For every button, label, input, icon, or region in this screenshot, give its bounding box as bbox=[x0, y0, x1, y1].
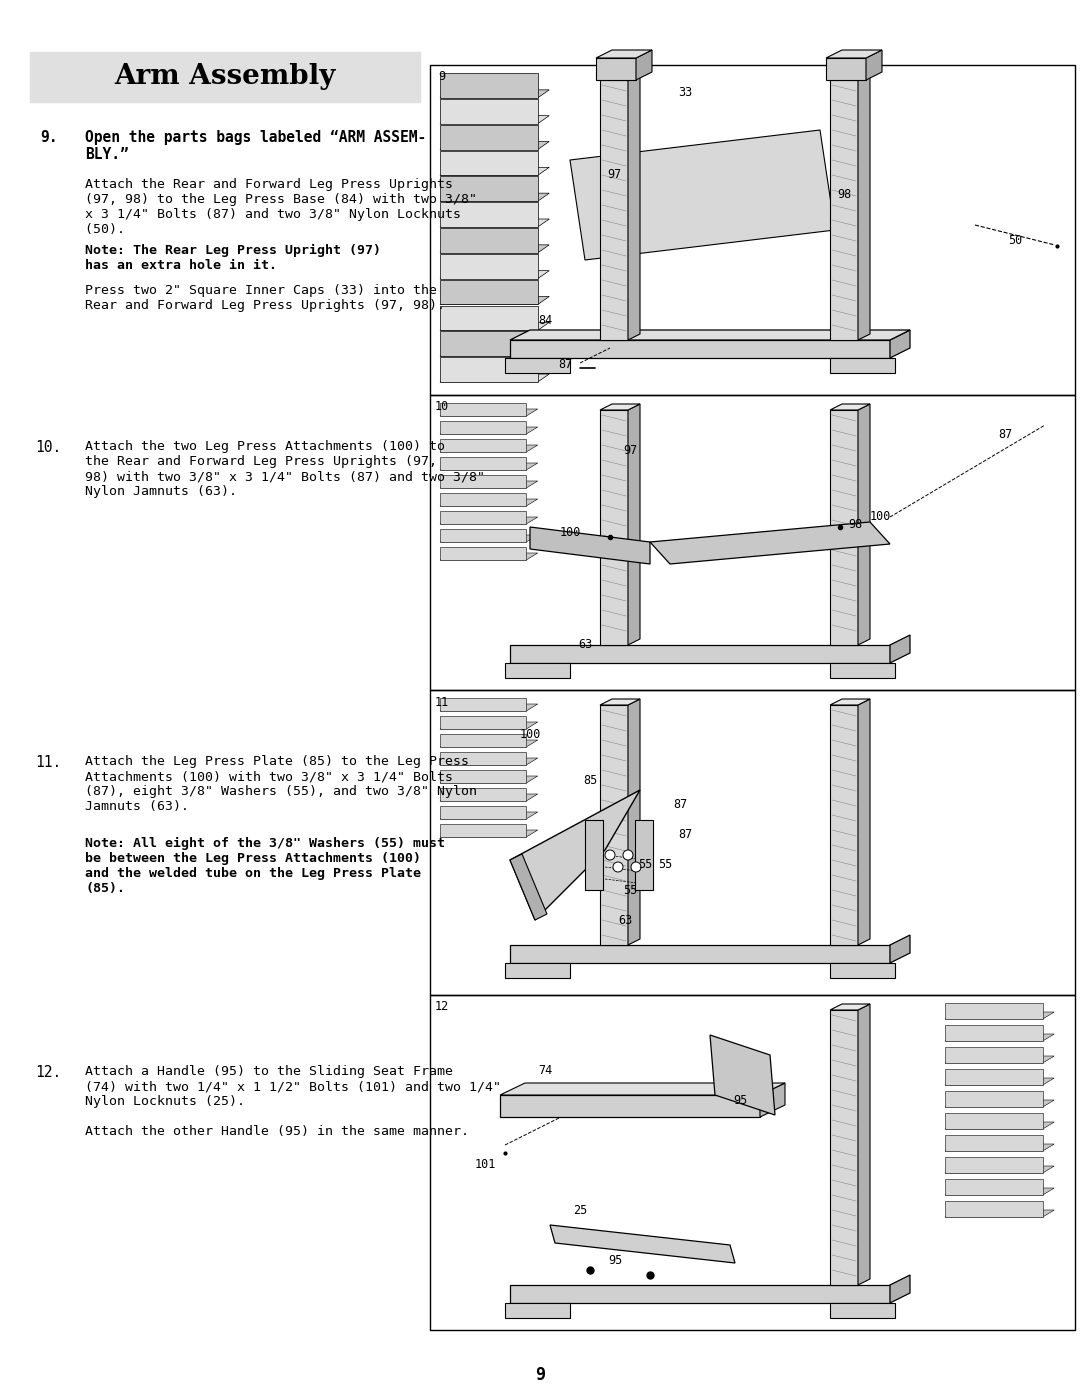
Polygon shape bbox=[831, 1004, 870, 1010]
Text: 87: 87 bbox=[673, 799, 687, 812]
Polygon shape bbox=[890, 330, 910, 358]
Polygon shape bbox=[945, 1078, 1054, 1085]
Polygon shape bbox=[858, 74, 870, 339]
Polygon shape bbox=[440, 427, 538, 434]
Polygon shape bbox=[650, 522, 890, 564]
Polygon shape bbox=[710, 1035, 775, 1115]
Polygon shape bbox=[866, 50, 882, 80]
Text: 11.: 11. bbox=[35, 754, 62, 770]
Polygon shape bbox=[596, 50, 652, 59]
Text: 33: 33 bbox=[678, 87, 692, 99]
Polygon shape bbox=[831, 404, 870, 409]
Polygon shape bbox=[945, 1034, 1054, 1041]
Polygon shape bbox=[440, 306, 538, 330]
Polygon shape bbox=[596, 59, 636, 80]
Text: Note: The Rear Leg Press Upright (97)
has an extra hole in it.: Note: The Rear Leg Press Upright (97) ha… bbox=[85, 244, 381, 272]
Circle shape bbox=[631, 862, 642, 872]
Polygon shape bbox=[890, 935, 910, 963]
Polygon shape bbox=[945, 1187, 1054, 1194]
Polygon shape bbox=[945, 1122, 1054, 1129]
Polygon shape bbox=[831, 1303, 895, 1317]
Polygon shape bbox=[440, 493, 526, 506]
Polygon shape bbox=[600, 80, 627, 339]
Polygon shape bbox=[585, 820, 603, 890]
Polygon shape bbox=[858, 404, 870, 645]
Polygon shape bbox=[440, 722, 538, 729]
Polygon shape bbox=[570, 130, 835, 260]
Polygon shape bbox=[858, 698, 870, 944]
Polygon shape bbox=[510, 645, 890, 664]
Polygon shape bbox=[831, 698, 870, 705]
Text: Attach the Rear and Forward Leg Press Uprights
(97, 98) to the Leg Press Base (8: Attach the Rear and Forward Leg Press Up… bbox=[85, 177, 477, 236]
Polygon shape bbox=[945, 1003, 1043, 1018]
Polygon shape bbox=[600, 705, 627, 944]
Text: Attach the Leg Press Plate (85) to the Leg Press
Attachments (100) with two 3/8": Attach the Leg Press Plate (85) to the L… bbox=[85, 754, 477, 813]
Polygon shape bbox=[440, 529, 526, 542]
Polygon shape bbox=[440, 374, 550, 381]
Bar bbox=[430, 66, 1075, 395]
Text: 100: 100 bbox=[519, 728, 541, 742]
Polygon shape bbox=[945, 1113, 1043, 1129]
Text: 55: 55 bbox=[638, 859, 652, 872]
Polygon shape bbox=[440, 89, 550, 98]
Polygon shape bbox=[440, 193, 550, 201]
Bar bbox=[30, 52, 420, 102]
Polygon shape bbox=[440, 824, 526, 837]
Polygon shape bbox=[890, 636, 910, 664]
Polygon shape bbox=[831, 963, 895, 978]
Polygon shape bbox=[440, 698, 526, 711]
Polygon shape bbox=[945, 1166, 1054, 1173]
Polygon shape bbox=[440, 812, 538, 819]
Polygon shape bbox=[440, 271, 550, 278]
Polygon shape bbox=[945, 1144, 1054, 1151]
Text: 84: 84 bbox=[538, 313, 552, 327]
Polygon shape bbox=[831, 664, 895, 678]
Polygon shape bbox=[858, 1004, 870, 1285]
Polygon shape bbox=[440, 481, 538, 488]
Text: Attach the two Leg Press Attachments (100) to
the Rear and Forward Leg Press Upr: Attach the two Leg Press Attachments (10… bbox=[85, 440, 485, 497]
Polygon shape bbox=[945, 1134, 1043, 1151]
Polygon shape bbox=[627, 404, 640, 645]
Bar bbox=[430, 690, 1075, 995]
Polygon shape bbox=[440, 124, 538, 149]
Text: 10.: 10. bbox=[35, 440, 62, 455]
Polygon shape bbox=[440, 228, 538, 253]
Text: 98: 98 bbox=[848, 518, 862, 531]
Text: 12.: 12. bbox=[35, 1065, 62, 1080]
Polygon shape bbox=[505, 358, 570, 373]
Polygon shape bbox=[440, 446, 538, 453]
Polygon shape bbox=[440, 733, 526, 747]
Text: 63: 63 bbox=[618, 914, 632, 926]
Polygon shape bbox=[945, 1157, 1043, 1173]
Polygon shape bbox=[831, 705, 858, 944]
Polygon shape bbox=[945, 1046, 1043, 1063]
Text: Open the parts bags labeled “ARM ASSEM-
BLY.”: Open the parts bags labeled “ARM ASSEM- … bbox=[85, 130, 427, 162]
Polygon shape bbox=[440, 759, 538, 766]
Polygon shape bbox=[627, 698, 640, 944]
Polygon shape bbox=[505, 963, 570, 978]
Bar bbox=[430, 395, 1075, 690]
Polygon shape bbox=[440, 535, 538, 542]
Polygon shape bbox=[510, 854, 546, 921]
Polygon shape bbox=[600, 74, 640, 80]
Polygon shape bbox=[945, 1099, 1054, 1106]
Polygon shape bbox=[440, 793, 538, 800]
Polygon shape bbox=[505, 1303, 570, 1317]
Polygon shape bbox=[826, 59, 866, 80]
Polygon shape bbox=[440, 439, 526, 453]
Polygon shape bbox=[826, 50, 882, 59]
Polygon shape bbox=[510, 944, 890, 963]
Polygon shape bbox=[505, 664, 570, 678]
Polygon shape bbox=[440, 296, 550, 305]
Polygon shape bbox=[440, 279, 538, 305]
Text: 97: 97 bbox=[623, 443, 637, 457]
Polygon shape bbox=[440, 402, 526, 416]
Text: Attach the other Handle (95) in the same manner.: Attach the other Handle (95) in the same… bbox=[85, 1125, 469, 1139]
Polygon shape bbox=[440, 203, 538, 226]
Polygon shape bbox=[440, 553, 538, 560]
Bar bbox=[430, 995, 1075, 1330]
Text: 63: 63 bbox=[578, 638, 592, 651]
Polygon shape bbox=[510, 330, 910, 339]
Polygon shape bbox=[500, 1095, 760, 1118]
Text: 101: 101 bbox=[474, 1158, 496, 1172]
